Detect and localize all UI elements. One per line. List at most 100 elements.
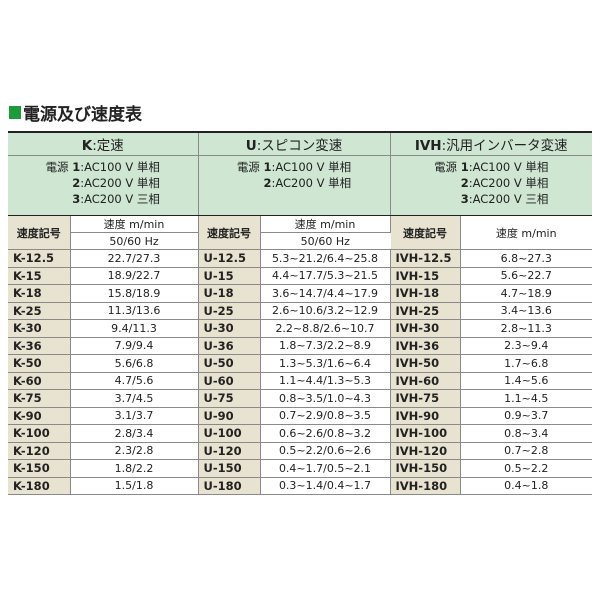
speed-value-k: 4.7/5.6 (70, 372, 199, 390)
speed-value-u: 1.8~7.3/2.2~8.9 (260, 337, 391, 355)
table-row: K-18 15.8/18.9 U-18 3.6~14.7/4.4~17.9 IVH-18… (8, 284, 592, 303)
code-header-ivh: 速度記号 (390, 215, 461, 250)
speed-header-ivh: 速度 m/min (460, 215, 592, 250)
power-option: 電源 1:AC100 V 単相 (434, 160, 549, 174)
speed-value-k: 2.3/2.8 (70, 442, 199, 460)
speed-code-u: U-36 (198, 337, 261, 355)
speed-value-k: 3.7/4.5 (70, 389, 199, 408)
power-option: 電源 1:AC100 V 単相 (236, 160, 352, 174)
section-title-text: 電源及び速度表 (23, 104, 142, 125)
speed-value-ivh: 0.8~3.4 (460, 424, 592, 443)
speed-code-ivh: IVH-90 (390, 407, 461, 425)
table-row: K-75 3.7/4.5 U-75 0.8~3.5/1.0~4.3 IVH-75 1.1~… (8, 389, 592, 408)
sub-header-row-1: 速度記号 速度 m/min 速度記号 速度 m/min 速度記号 速度 m/mi… (8, 215, 592, 250)
freq-u: 50/60 Hz (260, 232, 390, 250)
table-row: K-25 11.3/13.6 U-25 2.6~10.6/3.2~12.9 IVH-25… (8, 302, 592, 320)
power-option: 2:AC200 V 単相 (72, 176, 160, 190)
speed-code-k: K-180 (8, 477, 71, 495)
table-row: K-12.5 22.7/27.3 U-12.5 5.3~21.2/6.4~25.8 IV… (8, 249, 592, 268)
speed-code-ivh: IVH-50 (390, 354, 461, 373)
speed-value-ivh: 1.1~4.5 (460, 389, 592, 408)
table-row: K-90 3.1/3.7 U-90 0.7~2.9/0.8~3.5 IVH-90 0.9~… (8, 407, 592, 425)
speed-value-ivh: 2.8~11.3 (460, 319, 592, 338)
speed-value-u: 0.6~2.6/0.8~3.2 (260, 424, 391, 443)
speed-code-k: K-75 (8, 389, 71, 408)
power-cell-ivh: 電源 1:AC100 V 単相 2:AC200 V 単相 3:AC200 V 三相 (390, 155, 592, 216)
power-option: 2:AC200 V 単相 (460, 176, 549, 190)
table-row: K-120 2.3/2.8 U-120 0.5~2.2/0.6~2.6 IVH-120 0… (8, 442, 592, 460)
speed-code-k: K-100 (8, 424, 71, 443)
speed-value-k: 15.8/18.9 (70, 284, 199, 303)
speed-value-u: 0.3~1.4/0.4~1.7 (260, 477, 391, 495)
speed-value-u: 1.3~5.3/1.6~6.4 (260, 354, 391, 373)
speed-code-ivh: IVH-75 (390, 389, 461, 408)
table-row: K-50 5.6/6.8 U-50 1.3~5.3/1.6~6.4 IVH-50 1.7~… (8, 354, 592, 373)
table-row: K-180 1.5/1.8 U-180 0.3~1.4/0.4~1.7 IVH-180 0… (8, 477, 592, 495)
speed-value-u: 5.3~21.2/6.4~25.8 (260, 249, 391, 268)
speed-code-k: K-36 (8, 337, 71, 355)
speed-value-ivh: 0.9~3.7 (460, 407, 592, 425)
speed-code-ivh: IVH-120 (390, 442, 461, 460)
table-row: K-36 7.9/9.4 U-36 1.8~7.3/2.2~8.9 IVH-36 2.3~… (8, 337, 592, 355)
speed-code-u: U-90 (198, 407, 261, 425)
speed-value-ivh: 1.7~6.8 (460, 354, 592, 373)
speed-code-ivh: IVH-180 (390, 477, 461, 495)
series-header-ivh: IVH:汎用インバータ変速 (390, 131, 592, 156)
speed-value-k: 1.5/1.8 (70, 477, 199, 495)
speed-code-u: U-100 (198, 424, 261, 443)
speed-value-ivh: 2.3~9.4 (460, 337, 592, 355)
speed-value-u: 2.6~10.6/3.2~12.9 (260, 302, 391, 320)
speed-code-k: K-120 (8, 442, 71, 460)
speed-code-u: U-75 (198, 389, 261, 408)
speed-value-ivh: 3.4~13.6 (460, 302, 592, 320)
speed-code-ivh: IVH-100 (390, 424, 461, 443)
speed-value-ivh: 0.7~2.8 (460, 442, 592, 460)
power-cell-k: 電源 1:AC100 V 単相 2:AC200 V 単相 3:AC200 V 三相 (8, 155, 199, 216)
speed-code-u: U-150 (198, 459, 261, 478)
code-header-u: 速度記号 (198, 215, 261, 250)
speed-code-u: U-120 (198, 442, 261, 460)
series-header-row: K:定速 U:スピコン変速 IVH:汎用インバータ変速 (8, 131, 592, 156)
speed-code-ivh: IVH-150 (390, 459, 461, 478)
power-option: 3:AC200 V 三相 (460, 192, 549, 206)
speed-code-u: U-60 (198, 372, 261, 390)
speed-code-u: U-30 (198, 319, 261, 338)
table-row: K-30 9.4/11.3 U-30 2.2~8.8/2.6~10.7 IVH-30 2.… (8, 319, 592, 338)
sub-header-row-2: 50/60 Hz 50/60 Hz (8, 232, 592, 250)
speed-value-u: 2.2~8.8/2.6~10.7 (260, 319, 391, 338)
speed-value-k: 5.6/6.8 (70, 354, 199, 373)
table-row: K-150 1.8/2.2 U-150 0.4~1.7/0.5~2.1 IVH-150 0… (8, 459, 592, 478)
speed-value-k: 9.4/11.3 (70, 319, 199, 338)
speed-code-ivh: IVH-36 (390, 337, 461, 355)
power-option: 電源 1:AC100 V 単相 (45, 160, 160, 174)
speed-code-k: K-15 (8, 267, 71, 285)
power-speed-table: K:定速 U:スピコン変速 IVH:汎用インバータ変速 電源 1:AC100 V… (8, 131, 592, 495)
speed-code-ivh: IVH-15 (390, 267, 461, 285)
speed-value-u: 3.6~14.7/4.4~17.9 (260, 284, 391, 303)
speed-code-k: K-150 (8, 459, 71, 478)
speed-code-u: U-180 (198, 477, 261, 495)
speed-value-k: 7.9/9.4 (70, 337, 199, 355)
speed-code-u: U-15 (198, 267, 261, 285)
power-option: 2:AC200 V 単相 (263, 176, 352, 190)
green-square-icon (9, 105, 21, 119)
speed-value-k: 3.1/3.7 (70, 407, 199, 425)
table-row: K-100 2.8/3.4 U-100 0.6~2.6/0.8~3.2 IVH-100 0… (8, 424, 592, 443)
code-header-k: 速度記号 (8, 215, 71, 250)
power-cell-u: 電源 1:AC100 V 単相 2:AC200 V 単相 (198, 155, 391, 216)
speed-value-k: 1.8/2.2 (70, 459, 199, 478)
speed-value-u: 0.7~2.9/0.8~3.5 (260, 407, 391, 425)
speed-code-k: K-30 (8, 319, 71, 338)
speed-value-k: 11.3/13.6 (70, 302, 199, 320)
speed-code-ivh: IVH-12.5 (390, 249, 461, 268)
table-row: K-15 18.9/22.7 U-15 4.4~17.7/5.3~21.5 IVH-15… (8, 267, 592, 285)
series-header-k: K:定速 (8, 131, 199, 156)
series-header-u: U:スピコン変速 (198, 131, 391, 156)
freq-k: 50/60 Hz (70, 232, 199, 250)
speed-code-u: U-12.5 (198, 249, 261, 268)
speed-code-u: U-18 (198, 284, 261, 303)
section-title: 電源及び速度表 (9, 101, 142, 125)
speed-value-ivh: 4.7~18.9 (460, 284, 592, 303)
speed-value-u: 0.5~2.2/0.6~2.6 (260, 442, 391, 460)
speed-code-k: K-50 (8, 354, 71, 373)
